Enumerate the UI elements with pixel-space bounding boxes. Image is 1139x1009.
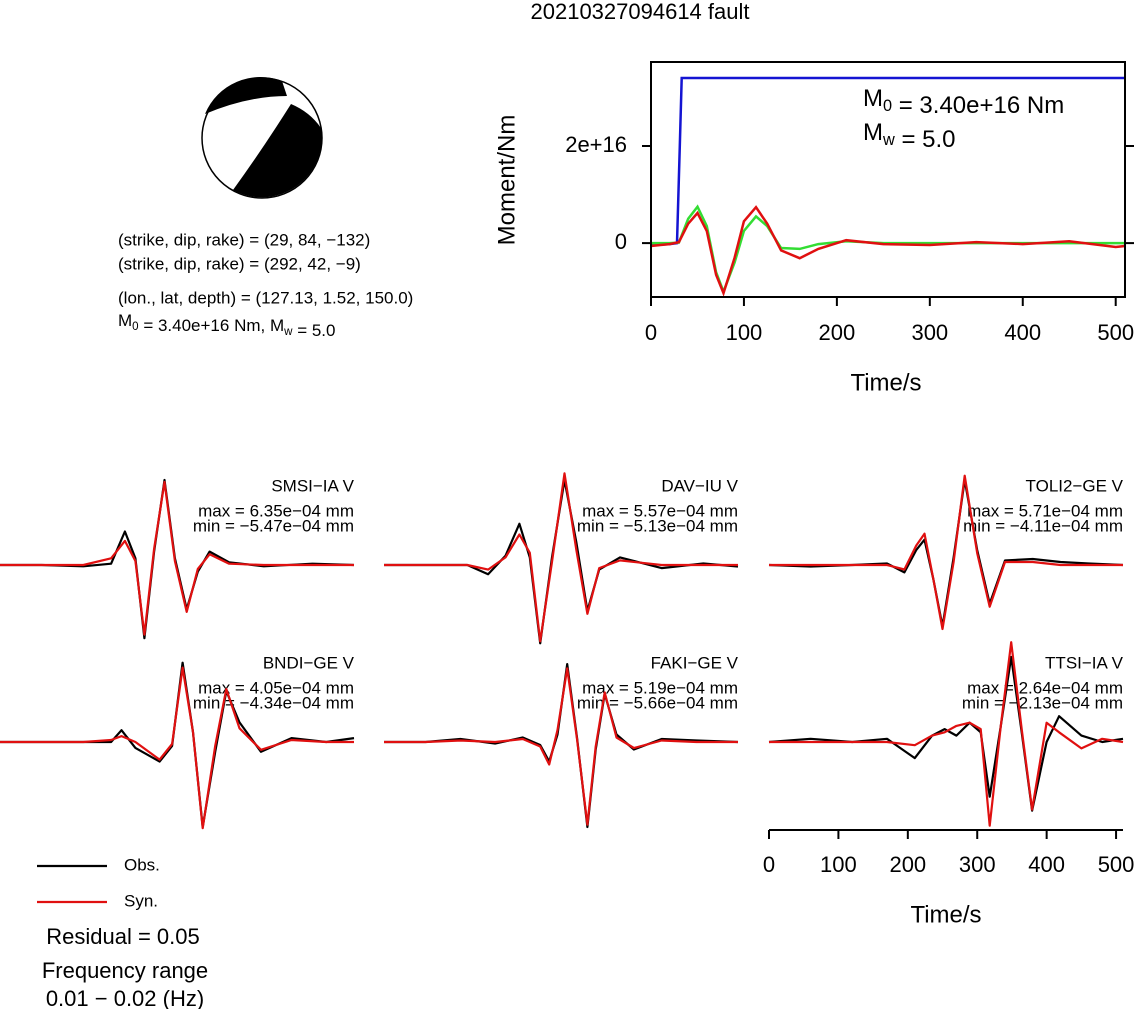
max-label: max = 5.57e−04 mm [582, 501, 738, 520]
min-label: min = −5.13e−04 mm [577, 516, 738, 535]
min-label: min = −2.13e−04 mm [962, 693, 1123, 712]
min-label: min = −4.34e−04 mm [193, 693, 354, 712]
x-tick-label: 0 [645, 320, 657, 345]
station-title: SMSI−IA V [271, 476, 354, 495]
text-part: = 3.40e+16 Nm, M [139, 317, 285, 336]
synthetic-trace [769, 474, 1123, 631]
synthetic-trace [384, 667, 738, 826]
x-tick-label: 300 [911, 320, 948, 345]
x-tick-label: 400 [1028, 852, 1065, 877]
x-tick-label: 200 [819, 320, 856, 345]
moment-curve [650, 205, 1126, 297]
frequency-range: 0.01 − 0.02 (Hz) [46, 986, 204, 1009]
station-title: BNDI−GE V [263, 653, 355, 672]
text-part: M [863, 119, 883, 146]
moment-annotation: M0 = 3.40e+16 Nm [863, 85, 1064, 119]
max-label: max = 5.71e−04 mm [967, 501, 1123, 520]
moment-summary: M0 = 3.40e+16 Nm, Mw = 5.0 [118, 311, 335, 340]
synthetic-trace [0, 666, 354, 830]
x-axis-label: Time/s [910, 901, 981, 928]
subscript: w [882, 132, 895, 150]
synthetic-trace [0, 480, 354, 636]
x-tick-label: 100 [726, 320, 763, 345]
max-label: max = 5.19e−04 mm [582, 678, 738, 697]
plane2: (strike, dip, rake) = (292, 42, −9) [118, 254, 361, 273]
x-tick-label: 300 [959, 852, 996, 877]
subscript: 0 [132, 321, 138, 333]
text-part: M [118, 311, 132, 330]
residual: Residual = 0.05 [46, 924, 200, 949]
beachball-quadrant [205, 76, 287, 114]
subscript: w [283, 326, 293, 338]
x-tick-label: 200 [889, 852, 926, 877]
y-tick-label: 0 [615, 229, 627, 254]
synthetic-trace [384, 472, 738, 643]
plot-frame [650, 61, 1126, 298]
frequency-label: Frequency range [42, 958, 208, 983]
x-axis-label: Time/s [850, 369, 921, 396]
max-label: max = 6.35e−04 mm [198, 501, 354, 520]
x-tick-label: 500 [1097, 320, 1134, 345]
plane1: (strike, dip, rake) = (29, 84, −132) [118, 230, 370, 249]
min-label: min = −5.47e−04 mm [193, 516, 354, 535]
text-part: = 5.0 [292, 322, 335, 341]
x-tick-label: 0 [763, 852, 775, 877]
max-label: max = 4.05e−04 mm [198, 678, 354, 697]
figure-title: 20210327094614 fault [531, 0, 750, 24]
station-title: TOLI2−GE V [1026, 476, 1124, 495]
x-tick-label: 100 [820, 852, 857, 877]
y-tick-label: 2e+16 [565, 132, 627, 157]
station-title: DAV−IU V [661, 476, 738, 495]
synthetic-trace [769, 641, 1124, 827]
min-label: min = −5.66e−04 mm [577, 693, 738, 712]
text-part: = 5.0 [895, 127, 956, 154]
y-axis-label: Moment/Nm [493, 115, 520, 246]
beachball [201, 76, 323, 199]
station-title: TTSI−IA V [1045, 653, 1124, 672]
subscript: 0 [883, 98, 892, 116]
moment-annotation: Mw = 5.0 [863, 119, 956, 153]
x-tick-label: 400 [1004, 320, 1041, 345]
location: (lon., lat, depth) = (127.13, 1.52, 150.… [118, 288, 413, 307]
station-title: FAKI−GE V [651, 653, 739, 672]
text-part: = 3.40e+16 Nm [892, 93, 1064, 120]
text-part: M [863, 85, 883, 112]
min-label: min = −4.11e−04 mm [963, 516, 1123, 535]
beachball-quadrant [233, 104, 322, 198]
legend-label: Obs. [124, 855, 160, 874]
x-tick-label: 500 [1098, 852, 1135, 877]
legend-label: Syn. [124, 891, 158, 910]
